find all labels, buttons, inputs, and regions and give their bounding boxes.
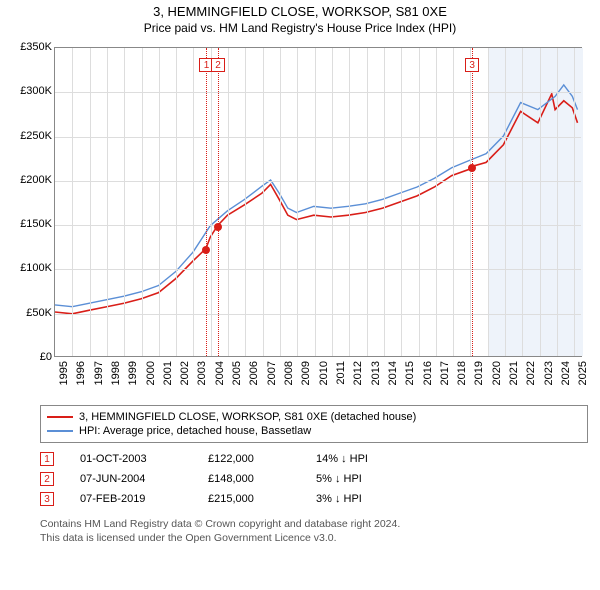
- gridline-v: [453, 48, 454, 356]
- marker-line: [218, 48, 219, 356]
- transactions-table: 1 01-OCT-2003 £122,000 14% ↓ HPI 2 07-JUN-200…: [40, 449, 588, 509]
- transaction-date: 07-FEB-2019: [80, 493, 190, 505]
- footer-line1: Contains HM Land Registry data © Crown c…: [40, 517, 588, 531]
- transaction-date: 07-JUN-2004: [80, 473, 190, 485]
- marker-box: 3: [465, 58, 479, 72]
- gridline-v: [574, 48, 575, 356]
- transaction-id-box: 1: [40, 452, 54, 466]
- gridline-v: [176, 48, 177, 356]
- legend-label: 3, HEMMINGFIELD CLOSE, WORKSOP, S81 0XE …: [79, 411, 416, 423]
- gridline-v: [332, 48, 333, 356]
- gridline-v: [90, 48, 91, 356]
- gridline-v: [557, 48, 558, 356]
- gridline-v: [193, 48, 194, 356]
- plot-area: 123: [54, 47, 582, 357]
- legend-row: 3, HEMMINGFIELD CLOSE, WORKSOP, S81 0XE …: [47, 410, 581, 424]
- gridline-v: [280, 48, 281, 356]
- series-line: [55, 94, 578, 314]
- chart-area: 123 £0£50K£100K£150K£200K£250K£300K£350K…: [12, 41, 587, 401]
- gridline-v: [540, 48, 541, 356]
- transaction-price: £215,000: [208, 493, 298, 505]
- legend-row: HPI: Average price, detached house, Bass…: [47, 424, 581, 438]
- series-line: [55, 85, 578, 307]
- chart-subtitle: Price paid vs. HM Land Registry's House …: [0, 19, 600, 41]
- gridline-v: [124, 48, 125, 356]
- y-tick-label: £100K: [12, 262, 52, 274]
- chart-svg: [55, 48, 581, 356]
- legend-swatch: [47, 430, 73, 432]
- marker-line: [472, 48, 473, 356]
- marker-line: [206, 48, 207, 356]
- legend-swatch: [47, 416, 73, 418]
- gridline-v: [349, 48, 350, 356]
- marker-dot: [468, 164, 476, 172]
- gridline-v: [505, 48, 506, 356]
- transaction-id-box: 3: [40, 492, 54, 506]
- transaction-delta: 3% ↓ HPI: [316, 493, 416, 505]
- x-tick-label: 2025: [577, 361, 600, 385]
- transaction-price: £122,000: [208, 453, 298, 465]
- chart-title: 3, HEMMINGFIELD CLOSE, WORKSOP, S81 0XE: [0, 0, 600, 19]
- gridline-h: [55, 137, 581, 138]
- transaction-row: 3 07-FEB-2019 £215,000 3% ↓ HPI: [40, 489, 588, 509]
- gridline-h: [55, 269, 581, 270]
- gridline-h: [55, 92, 581, 93]
- transaction-price: £148,000: [208, 473, 298, 485]
- transaction-delta: 5% ↓ HPI: [316, 473, 416, 485]
- gridline-h: [55, 314, 581, 315]
- gridline-v: [367, 48, 368, 356]
- gridline-v: [401, 48, 402, 356]
- gridline-v: [419, 48, 420, 356]
- y-tick-label: £0: [12, 351, 52, 363]
- gridline-v: [384, 48, 385, 356]
- gridline-v: [211, 48, 212, 356]
- transaction-row: 1 01-OCT-2003 £122,000 14% ↓ HPI: [40, 449, 588, 469]
- gridline-v: [142, 48, 143, 356]
- gridline-v: [522, 48, 523, 356]
- marker-dot: [202, 246, 210, 254]
- y-tick-label: £350K: [12, 41, 52, 53]
- gridline-v: [436, 48, 437, 356]
- gridline-v: [228, 48, 229, 356]
- gridline-v: [159, 48, 160, 356]
- legend: 3, HEMMINGFIELD CLOSE, WORKSOP, S81 0XE …: [40, 405, 588, 443]
- y-tick-label: £250K: [12, 130, 52, 142]
- gridline-h: [55, 181, 581, 182]
- gridline-v: [315, 48, 316, 356]
- transaction-id-box: 2: [40, 472, 54, 486]
- gridline-v: [263, 48, 264, 356]
- y-tick-label: £200K: [12, 174, 52, 186]
- transaction-delta: 14% ↓ HPI: [316, 453, 416, 465]
- gridline-v: [107, 48, 108, 356]
- footer-line2: This data is licensed under the Open Gov…: [40, 531, 588, 545]
- y-tick-label: £50K: [12, 307, 52, 319]
- y-tick-label: £300K: [12, 85, 52, 97]
- marker-dot: [214, 223, 222, 231]
- transaction-date: 01-OCT-2003: [80, 453, 190, 465]
- gridline-v: [245, 48, 246, 356]
- gridline-h: [55, 225, 581, 226]
- y-tick-label: £150K: [12, 218, 52, 230]
- gridline-v: [297, 48, 298, 356]
- footer-attribution: Contains HM Land Registry data © Crown c…: [40, 517, 588, 545]
- gridline-v: [72, 48, 73, 356]
- marker-box: 2: [211, 58, 225, 72]
- transaction-row: 2 07-JUN-2004 £148,000 5% ↓ HPI: [40, 469, 588, 489]
- gridline-v: [488, 48, 489, 356]
- legend-label: HPI: Average price, detached house, Bass…: [79, 425, 311, 437]
